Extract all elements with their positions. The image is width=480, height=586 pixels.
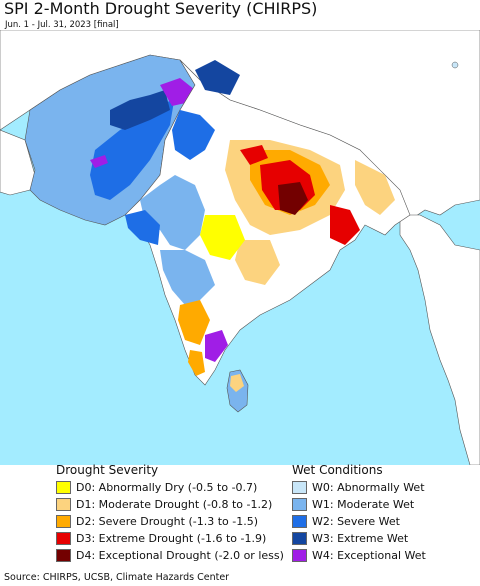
region-tamilnadu-w4 <box>205 330 228 362</box>
legend-label-d4: D4: Exceptional Drought (-2.0 or less) <box>76 548 284 562</box>
region-pak-w4-small <box>90 155 108 168</box>
region-kashmir-w4 <box>160 78 195 106</box>
region-northeast-d1 <box>355 160 395 215</box>
map-panel <box>0 30 480 465</box>
legend-item-w1: W1: Moderate Wet <box>292 496 426 512</box>
legend-label-w2: W2: Severe Wet <box>312 514 400 528</box>
legend-item-d3: D3: Extreme Drought (-1.6 to -1.9) <box>56 530 284 546</box>
legend-swatch-w3 <box>292 531 307 545</box>
legend-swatch-d0 <box>56 480 71 494</box>
legend-item-d1: D1: Moderate Drought (-0.8 to -1.2) <box>56 496 284 512</box>
region-gujarat-w2 <box>125 210 160 245</box>
legend-swatch-w0 <box>292 480 307 494</box>
legend-swatch-d3 <box>56 531 71 545</box>
legend-item-w4: W4: Exceptional Wet <box>292 547 426 563</box>
legend-item-w2: W2: Severe Wet <box>292 513 426 529</box>
source-credit: Source: CHIRPS, UCSB, Climate Hazards Ce… <box>4 572 230 583</box>
region-rajasthan-wet <box>140 175 205 250</box>
legend-item-d2: D2: Severe Drought (-1.3 to -1.5) <box>56 513 284 529</box>
region-deccan-wet <box>160 250 215 305</box>
region-himalaya-w2 <box>172 110 215 160</box>
region-nepal-d3 <box>240 145 268 165</box>
legend-swatch-w4 <box>292 548 307 562</box>
region-pakistan-w3 <box>90 95 175 200</box>
legend-drought-heading: Drought Severity <box>56 463 159 477</box>
legend-label-d2: D2: Severe Drought (-1.3 to -1.5) <box>76 514 259 528</box>
drought-map <box>0 30 480 465</box>
legend-label-d0: D0: Abnormally Dry (-0.5 to -0.7) <box>76 480 258 494</box>
legend-label-w4: W4: Exceptional Wet <box>312 548 426 562</box>
legend-item-d4: D4: Exceptional Drought (-2.0 or less) <box>56 547 284 563</box>
legend-swatch-w1 <box>292 497 307 511</box>
map-title: SPI 2-Month Drought Severity (CHIRPS) <box>4 0 318 18</box>
legend-label-w0: W0: Abnormally Wet <box>312 480 425 494</box>
region-central-d0 <box>200 215 245 260</box>
island-marker <box>451 61 459 69</box>
legend-label-d3: D3: Extreme Drought (-1.6 to -1.9) <box>76 531 267 545</box>
legend-wet: Wet Conditions W0: Abnormally Wet W1: Mo… <box>292 462 426 563</box>
legend-item-d0: D0: Abnormally Dry (-0.5 to -0.7) <box>56 479 284 495</box>
region-d4-core <box>278 182 308 215</box>
region-tibet-north <box>195 60 240 95</box>
legend-label-w1: W1: Moderate Wet <box>312 497 415 511</box>
region-kerala-d2 <box>188 350 205 376</box>
legend-swatch-w2 <box>292 514 307 528</box>
land-southeast <box>399 214 480 465</box>
region-srilanka-d1 <box>230 374 244 392</box>
legend-label-w3: W3: Extreme Wet <box>312 531 409 545</box>
legend-swatch-d2 <box>56 514 71 528</box>
legend-item-w0: W0: Abnormally Wet <box>292 479 426 495</box>
legend-wet-heading: Wet Conditions <box>292 463 383 477</box>
legend-item-w3: W3: Extreme Wet <box>292 530 426 546</box>
region-odisha-d1 <box>235 240 280 285</box>
region-bangladesh-d3 <box>330 205 360 245</box>
region-pakistan-w4 <box>110 90 170 130</box>
legend-drought: Drought Severity D0: Abnormally Dry (-0.… <box>56 462 284 563</box>
legend-label-d1: D1: Moderate Drought (-0.8 to -1.2) <box>76 497 273 511</box>
region-karnataka-d1 <box>178 300 210 345</box>
legend-swatch-d4 <box>56 548 71 562</box>
legend-swatch-d1 <box>56 497 71 511</box>
map-subtitle: Jun. 1 - Jul. 31, 2023 [final] <box>5 20 119 30</box>
